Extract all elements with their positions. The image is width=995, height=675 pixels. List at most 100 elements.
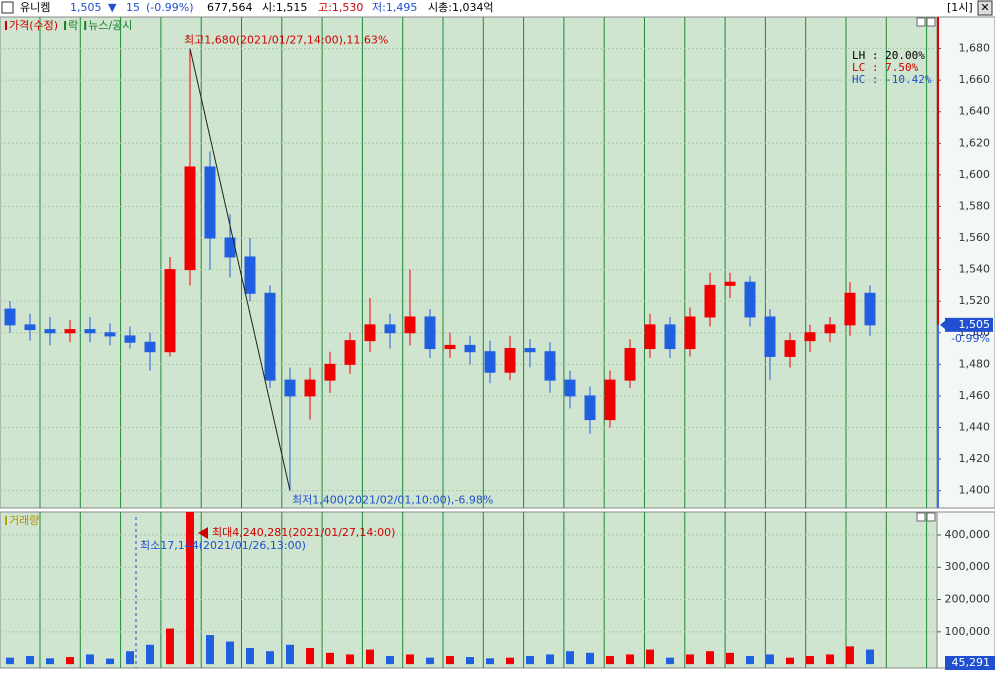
volume-bar	[166, 628, 174, 665]
candle-body	[504, 348, 516, 373]
candle-body	[524, 348, 536, 353]
volume-bar	[366, 649, 374, 665]
y-tick-label: 1,540	[959, 263, 991, 276]
volume-bar	[346, 654, 354, 665]
y-tick-label: 1,660	[959, 73, 991, 86]
y-tick-label: 1,620	[959, 136, 991, 149]
y-tick-label: 1,480	[959, 357, 991, 370]
candle-body	[484, 351, 496, 373]
last-volume: 45,291	[952, 656, 991, 669]
volume-bar	[126, 651, 134, 665]
candle-body	[824, 324, 836, 334]
volume-bar	[66, 657, 74, 665]
candle-body	[24, 324, 36, 331]
candle-body	[44, 329, 56, 334]
volume-bar	[806, 656, 814, 665]
volume-bar	[826, 654, 834, 665]
candle-body	[744, 281, 756, 318]
volume-bar	[406, 654, 414, 665]
legend-swatch	[64, 21, 67, 30]
volume-bar	[526, 656, 534, 665]
volume-bar	[606, 656, 614, 665]
legend-swatch	[84, 21, 87, 30]
y-tick-label: 1,560	[959, 231, 991, 244]
axis-background	[936, 511, 995, 669]
volume-bar	[486, 658, 494, 665]
volume-bar	[646, 649, 654, 665]
volume-bar	[446, 656, 454, 665]
candle-body	[184, 166, 196, 271]
candle-body	[244, 256, 256, 294]
candle-body	[64, 329, 76, 334]
max-annotation: 최대4,240,281(2021/01/27,14:00)	[212, 526, 395, 539]
price: 1,505	[70, 1, 102, 14]
checkbox[interactable]	[1, 1, 14, 14]
volume-bar	[846, 646, 854, 665]
y-tick-label: 1,420	[959, 452, 991, 465]
candle-body	[804, 332, 816, 342]
volume-bar	[786, 657, 794, 665]
y-tick-label: 1,640	[959, 105, 991, 118]
candle-body	[664, 324, 676, 350]
candle-body	[704, 284, 716, 318]
axis-background	[936, 16, 995, 509]
last-volume-box	[945, 656, 995, 670]
y-tick-label: 1,600	[959, 168, 991, 181]
legend-label: 뉴스/공시	[88, 19, 132, 32]
volume-bar	[506, 657, 514, 665]
candle-body	[284, 379, 296, 397]
volume-bar	[726, 652, 734, 665]
candle-body	[4, 308, 16, 326]
interval[interactable]: [1시]	[947, 1, 973, 14]
legend-label: 거래량	[9, 514, 39, 527]
panel-button	[916, 512, 926, 522]
legend-swatch	[5, 21, 7, 30]
volume-bar	[106, 658, 114, 665]
max-annotation: 최고1,680(2021/01/27,14:00),11.63%	[184, 34, 388, 47]
volume-bar	[6, 657, 14, 665]
trend-line	[189, 48, 291, 491]
legend-swatch	[5, 516, 7, 525]
y-tick-label: 1,460	[959, 389, 991, 402]
y-tick-label: 1,440	[959, 420, 991, 433]
close-icon[interactable]: ✕	[980, 1, 989, 14]
candle-body	[684, 316, 696, 350]
volume-bar	[46, 658, 54, 665]
last-price-pct: -0.99%	[951, 332, 990, 345]
market-cap: 시총:1,034억	[428, 1, 494, 14]
candle-body	[84, 329, 96, 334]
volume-bar	[566, 651, 574, 665]
last-price-box	[945, 317, 993, 332]
panel-button	[926, 512, 936, 522]
candle-body	[264, 292, 276, 381]
volume-bar	[426, 657, 434, 665]
candle-body	[864, 292, 876, 326]
candle-body	[364, 324, 376, 342]
volume-bar	[546, 654, 554, 665]
panel-button	[926, 17, 936, 27]
candle-body	[644, 324, 656, 350]
min-annotation: 최소17,144(2021/01/26,13:00)	[140, 539, 306, 552]
volume-bar	[146, 644, 154, 665]
candle-body	[204, 166, 216, 239]
candle-body	[104, 332, 116, 337]
legend-label: 락	[68, 19, 78, 32]
y-tick-label: 1,520	[959, 294, 991, 307]
last-price: 1,505	[959, 318, 991, 331]
stock-name: 유니켐	[20, 1, 50, 14]
volume-bar	[466, 657, 474, 665]
volume-bar	[286, 644, 294, 665]
close-button[interactable]	[977, 0, 993, 16]
volume-bar	[686, 654, 694, 665]
hc-label: HC : -10.42%	[852, 73, 932, 86]
candle-body	[764, 316, 776, 357]
min-annotation: 최저1,400(2021/02/01,10:00),-6.98%	[292, 494, 493, 507]
volume-bar	[206, 635, 214, 665]
candle-body	[464, 344, 476, 353]
candle-body	[324, 363, 336, 381]
lh-label: LH : 20.00%	[852, 49, 925, 62]
change-pct: (-0.99%)	[146, 1, 194, 14]
y-tick-label: 1,680	[959, 42, 991, 55]
volume-bar	[866, 649, 874, 665]
